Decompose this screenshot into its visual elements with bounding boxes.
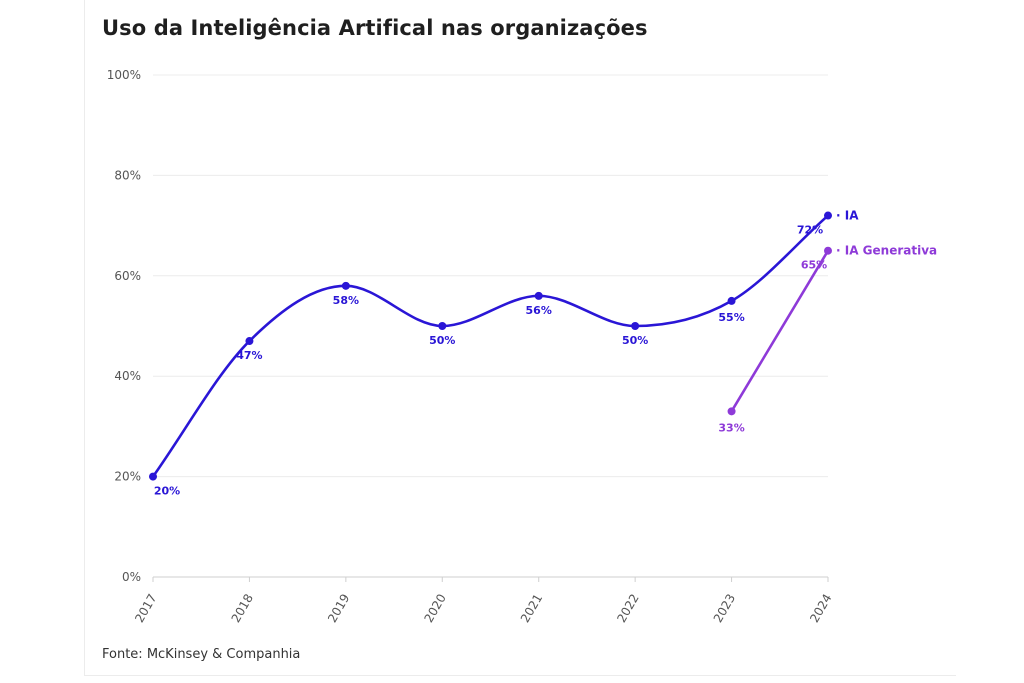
data-point — [727, 407, 736, 416]
data-label: 50% — [429, 334, 455, 347]
data-point — [824, 246, 832, 255]
data-label: 58% — [333, 294, 359, 307]
y-tick-label: 100% — [107, 68, 141, 82]
x-tick-label: 2019 — [325, 592, 352, 625]
data-label: 47% — [236, 349, 262, 362]
chart-title: Uso da Inteligência Artifical nas organi… — [102, 16, 648, 40]
data-label: 55% — [718, 311, 744, 324]
data-point — [438, 322, 447, 330]
series-line-1 — [730, 249, 830, 413]
source-note: Fonte: McKinsey & Companhia — [102, 647, 301, 662]
data-label: 72% — [797, 224, 823, 237]
legend-label-0: · IA — [836, 209, 859, 223]
data-label: 56% — [526, 304, 552, 317]
data-point — [245, 337, 254, 346]
chart-frame — [84, 0, 956, 676]
x-tick-label: 2022 — [614, 592, 641, 625]
x-tick-label: 2018 — [229, 592, 256, 625]
y-tick-label: 80% — [114, 168, 141, 182]
series-line-0 — [151, 214, 830, 478]
x-tick-label: 2024 — [807, 592, 834, 625]
x-tick-label: 2023 — [711, 592, 738, 625]
legend-label-1: · IA Generativa — [836, 244, 937, 258]
data-label: 65% — [801, 259, 827, 272]
data-label: 33% — [718, 421, 744, 434]
data-point — [534, 291, 543, 300]
data-label: 50% — [622, 334, 648, 347]
y-tick-label: 60% — [114, 269, 141, 283]
data-label: 20% — [154, 485, 180, 498]
data-point — [149, 472, 157, 481]
x-tick-label: 2021 — [518, 592, 545, 625]
data-point — [341, 281, 350, 290]
y-tick-label: 40% — [114, 369, 141, 383]
data-point — [631, 322, 640, 330]
y-tick-label: 0% — [122, 570, 141, 584]
y-tick-label: 20% — [114, 470, 141, 484]
x-tick-label: 2017 — [132, 592, 159, 625]
x-tick-label: 2020 — [421, 592, 448, 625]
data-point — [824, 211, 832, 220]
data-point — [727, 296, 736, 305]
